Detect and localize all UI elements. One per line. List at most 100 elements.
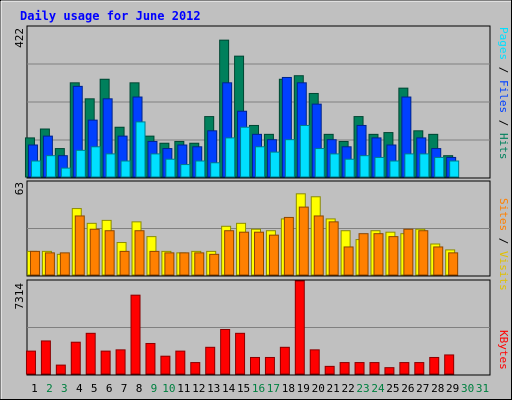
day-label-30: 30 bbox=[461, 382, 474, 395]
legend-sites: Sites bbox=[497, 198, 510, 231]
bar-pages-day-22 bbox=[344, 158, 355, 178]
bar-kbytes-day-6 bbox=[100, 350, 111, 375]
bar-sites-day-3 bbox=[59, 252, 70, 276]
day-label-27: 27 bbox=[416, 382, 429, 395]
bar-pages-day-5 bbox=[90, 146, 101, 178]
legend-separator: / bbox=[497, 113, 510, 133]
bar-pages-day-14 bbox=[225, 137, 236, 178]
bar-kbytes-day-28 bbox=[429, 356, 440, 375]
bar-kbytes-day-24 bbox=[369, 362, 380, 375]
bar-kbytes-day-8 bbox=[130, 294, 141, 375]
day-label-21: 21 bbox=[327, 382, 340, 395]
day-label-31: 31 bbox=[476, 382, 489, 395]
bar-sites-day-27 bbox=[418, 230, 429, 276]
bar-pages-day-8 bbox=[135, 121, 146, 178]
day-label-2: 2 bbox=[46, 382, 53, 395]
legend-visits: Visits bbox=[497, 251, 510, 291]
bar-kbytes-day-16 bbox=[250, 356, 260, 375]
day-label-14: 14 bbox=[222, 382, 236, 395]
bar-sites-day-25 bbox=[388, 236, 399, 276]
day-label-13: 13 bbox=[207, 382, 220, 395]
bar-kbytes-day-25 bbox=[384, 367, 395, 375]
bar-sites-day-1 bbox=[29, 250, 40, 276]
bar-pages-day-9 bbox=[150, 153, 161, 178]
bar-kbytes-day-14 bbox=[220, 328, 231, 375]
legend-separator: / bbox=[497, 231, 510, 251]
day-label-9: 9 bbox=[151, 382, 158, 395]
bar-sites-day-16 bbox=[254, 231, 264, 276]
bar-sites-day-14 bbox=[224, 230, 235, 276]
sites-ymax-label: 63 bbox=[13, 182, 26, 195]
bar-sites-day-18 bbox=[283, 216, 294, 276]
bar-kbytes-day-29 bbox=[444, 354, 455, 375]
bar-kbytes-day-21 bbox=[324, 365, 335, 375]
bar-kbytes-day-11 bbox=[175, 350, 186, 375]
bar-pages-day-28 bbox=[434, 156, 445, 178]
hits-ymax-label: 422 bbox=[13, 28, 26, 48]
day-label-4: 4 bbox=[76, 382, 83, 395]
bar-sites-day-29 bbox=[448, 252, 459, 276]
bar-pages-day-26 bbox=[404, 153, 415, 178]
bar-sites-day-22 bbox=[343, 246, 354, 276]
bar-pages-day-29 bbox=[449, 160, 460, 178]
bar-kbytes-day-13 bbox=[205, 346, 216, 375]
day-label-19: 19 bbox=[297, 382, 310, 395]
bar-sites-day-7 bbox=[119, 250, 130, 276]
day-label-1: 1 bbox=[31, 382, 38, 395]
bar-sites-day-28 bbox=[433, 246, 444, 276]
bar-pages-day-27 bbox=[419, 153, 430, 178]
day-label-26: 26 bbox=[401, 382, 414, 395]
hits-panel-legend: Pages / Files / Hits bbox=[497, 27, 510, 160]
bar-pages-day-1 bbox=[30, 160, 41, 178]
day-label-29: 29 bbox=[446, 382, 459, 395]
day-label-20: 20 bbox=[312, 382, 325, 395]
day-label-3: 3 bbox=[61, 382, 68, 395]
bar-sites-day-12 bbox=[194, 252, 205, 276]
bar-pages-day-2 bbox=[45, 155, 56, 178]
bar-pages-day-21 bbox=[329, 153, 340, 178]
bar-sites-day-2 bbox=[44, 252, 55, 276]
day-label-6: 6 bbox=[106, 382, 113, 395]
bar-sites-day-19 bbox=[298, 206, 309, 276]
bar-pages-day-11 bbox=[180, 164, 191, 178]
bar-pages-day-4 bbox=[75, 149, 86, 178]
day-label-10: 10 bbox=[162, 382, 175, 395]
bar-kbytes-day-17 bbox=[264, 356, 275, 375]
bar-sites-day-4 bbox=[74, 215, 85, 276]
chart-title: Daily usage for June 2012 bbox=[20, 9, 201, 23]
bar-pages-day-12 bbox=[195, 160, 206, 178]
day-label-8: 8 bbox=[136, 382, 143, 395]
bar-kbytes-day-10 bbox=[160, 355, 171, 375]
bar-kbytes-day-1 bbox=[25, 350, 36, 375]
bar-pages-day-20 bbox=[314, 148, 325, 178]
bar-kbytes-day-12 bbox=[190, 362, 201, 375]
hits-files-pages-panel bbox=[24, 25, 491, 179]
kbytes-ymax-label: 7314 bbox=[13, 283, 26, 310]
bar-kbytes-day-18 bbox=[279, 346, 290, 375]
bar-sites-day-9 bbox=[149, 250, 160, 276]
kbytes-panel bbox=[25, 279, 491, 376]
bar-kbytes-day-9 bbox=[145, 342, 156, 375]
bar-sites-day-6 bbox=[104, 230, 115, 276]
bar-sites-day-26 bbox=[403, 228, 414, 276]
legend-pages: Pages bbox=[497, 27, 510, 60]
day-label-25: 25 bbox=[386, 382, 399, 395]
bar-pages-day-17 bbox=[269, 151, 280, 178]
bar-sites-day-15 bbox=[239, 231, 250, 276]
bar-sites-day-23 bbox=[358, 233, 369, 276]
bar-kbytes-day-3 bbox=[55, 364, 66, 375]
bar-pages-day-3 bbox=[60, 167, 71, 178]
bar-pages-day-15 bbox=[240, 126, 251, 178]
bar-kbytes-day-22 bbox=[339, 362, 350, 375]
bar-kbytes-day-5 bbox=[85, 332, 96, 375]
day-label-18: 18 bbox=[282, 382, 295, 395]
day-label-28: 28 bbox=[431, 382, 444, 395]
kbytes-panel-legend: KBytes bbox=[497, 330, 510, 370]
sites-visits-panel bbox=[26, 180, 491, 277]
bar-pages-day-25 bbox=[389, 160, 400, 178]
bar-sites-day-21 bbox=[328, 221, 339, 276]
bar-sites-day-17 bbox=[268, 234, 279, 276]
bar-kbytes-day-26 bbox=[399, 362, 410, 375]
bar-sites-day-10 bbox=[164, 252, 175, 276]
